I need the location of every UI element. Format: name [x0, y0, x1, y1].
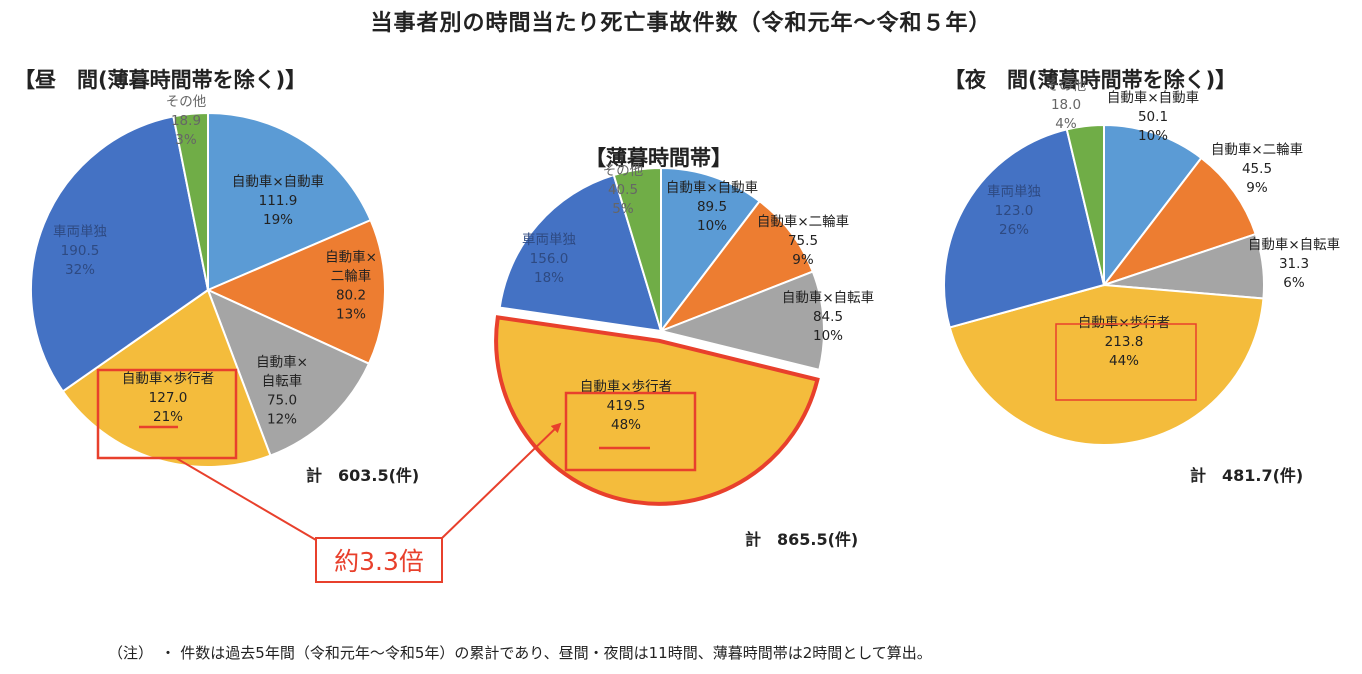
slice-label: 自動車×歩行者 127.0 21% [122, 371, 214, 425]
pie-slice [660, 166, 762, 334]
slice-label: 車両単独 190.5 32% [53, 224, 107, 278]
slice-label: 自動車×自動車 89.5 10% [666, 180, 758, 234]
ratio-label: 約3.3倍 [334, 547, 424, 576]
footnote: （注） ・ 件数は過去5年間（令和元年～令和5年）の累計であり、昼間・夜間は11… [108, 644, 932, 662]
pie-slice [205, 218, 386, 365]
chart-title-dusk: 【薄暮時間帯】 [585, 146, 732, 170]
slice-label: 自動車×自動車 111.9 19% [232, 174, 324, 228]
pie-slice [494, 315, 820, 506]
highlight-box [96, 368, 238, 460]
pie-slice [206, 288, 371, 457]
annotation-layer [175, 422, 562, 541]
slice-label: その他 18.0 4% [1046, 78, 1087, 132]
total-day: 計 603.5(件) [306, 466, 420, 485]
slice-label: 車両単独 123.0 26% [987, 184, 1041, 238]
pie-chart-night: 自動車×自動車 50.1 10%自動車×二輪車 45.5 9% 自動車×自転車 31.3 6%… [943, 78, 1340, 446]
ratio-callout: 約3.3倍 [315, 537, 443, 583]
slice-label: 自動車×歩行者 419.5 48% [580, 379, 672, 433]
page-title: 当事者別の時間当たり死亡事故件数（令和元年～令和５年） [370, 11, 992, 36]
pie-slice [1103, 123, 1203, 288]
slice-label: 自動車×二輪車 80.2 13% [325, 250, 377, 323]
pie-slice [948, 283, 1265, 446]
pie-slice [943, 128, 1106, 329]
connector-line [175, 457, 317, 541]
chart-title-day: 【昼 間(薄暮時間帯を除く)】 [14, 68, 307, 92]
highlight-box [1055, 323, 1197, 401]
highlight-box [564, 391, 697, 472]
pie-slice [1065, 123, 1105, 286]
total-dusk: 計 865.5(件) [745, 530, 859, 549]
pie-slice [612, 166, 662, 332]
slice-label: 自動車×自転車 75.0 12% [256, 355, 308, 428]
slice-label: 自動車×歩行者 213.8 44% [1078, 315, 1170, 369]
pie-slice [172, 111, 209, 291]
pie-slice [498, 173, 663, 333]
slice-label: 自動車×自動車 50.1 10% [1107, 90, 1199, 144]
pie-slice [657, 270, 825, 372]
slice-label: 自動車×二輪車 45.5 9% [1211, 141, 1303, 196]
chart-title-night: 【夜 間(薄暮時間帯を除く)】 [944, 68, 1237, 92]
pie-chart-day: 自動車×自動車 111.9 19%自動車×二輪車 80.2 13% 自動車×自転車 75.0… [30, 94, 386, 468]
slice-label: 自動車×二輪車 75.5 9% [757, 213, 849, 268]
total-night: 計 481.7(件) [1190, 466, 1304, 485]
slice-label: 車両単独 156.0 18% [522, 232, 576, 286]
slice-label: 自動車×自転車 31.3 6% [1248, 237, 1340, 291]
slice-label: 自動車×自転車 84.5 10% [782, 290, 874, 344]
pie-slice [30, 115, 210, 393]
connector-arrow [439, 422, 562, 541]
pie-slice [207, 111, 372, 292]
pie-chart-dusk: 自動車×自動車 89.5 10% 自動車×二輪車 75.5 9% 自動車×自転車 84.5 10… [494, 163, 874, 506]
slice-label: その他 40.5 5% [603, 163, 644, 217]
pie-slice [1101, 156, 1257, 287]
slice-label: その他 18.9 3% [166, 94, 207, 148]
pie-slice [658, 199, 815, 334]
